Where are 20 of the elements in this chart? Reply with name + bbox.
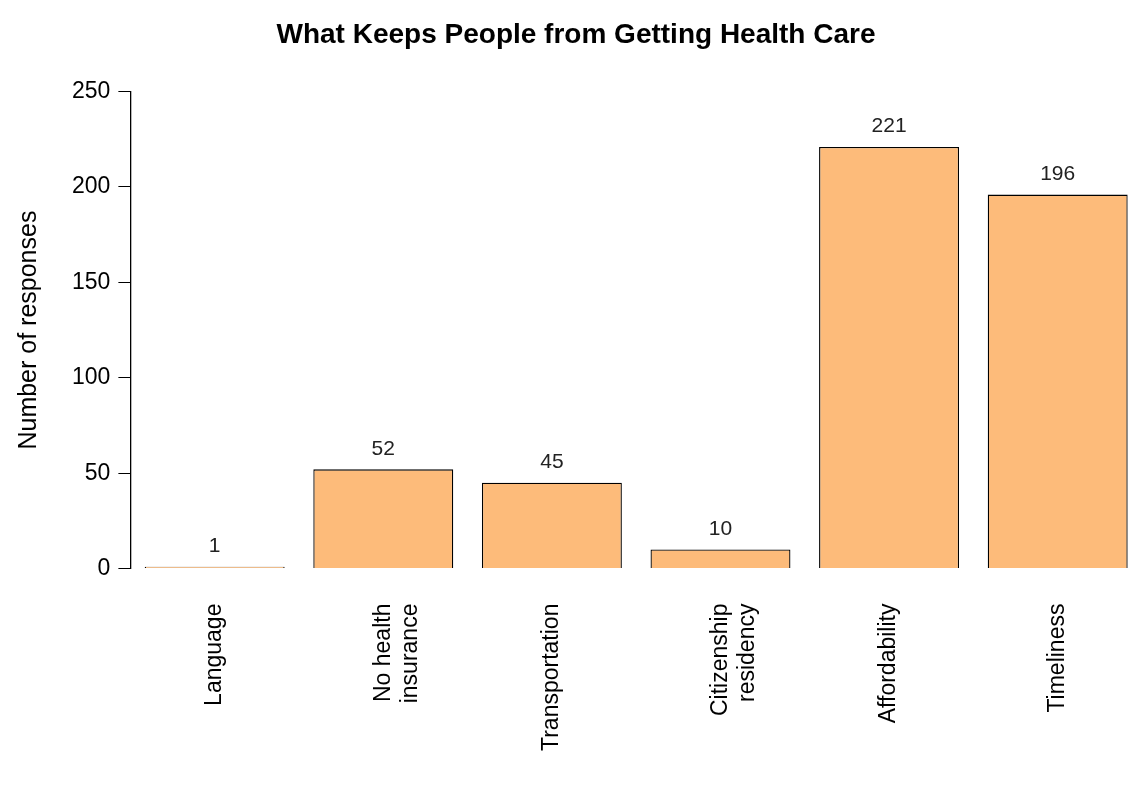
y-tick-label: 200 [72,172,111,199]
y-tick-label: 150 [72,267,111,294]
x-tick-label: Affordability [874,603,901,724]
x-tick-label: Transportation [537,603,564,752]
y-tick-label: 50 [84,458,111,485]
x-tick-label: Language [200,603,227,706]
data-label: 52 [371,435,395,459]
y-tick-label: 100 [72,363,111,390]
data-label: 1 [208,532,221,556]
x-tick-label: Timeliness [1043,603,1070,713]
y-axis-title: Number of responses [12,210,41,450]
data-label: 221 [871,113,907,137]
y-tick-label: 0 [97,553,111,580]
data-label: 196 [1040,160,1076,184]
data-label: 45 [540,449,564,472]
x-tick-label: Citizenship residency [705,603,760,717]
chart-title: What Keeps People from Getting Health Care [276,17,876,49]
x-tick-label: No health insurance [368,603,423,704]
y-tick-label: 250 [72,76,111,103]
data-label: 10 [708,515,733,539]
